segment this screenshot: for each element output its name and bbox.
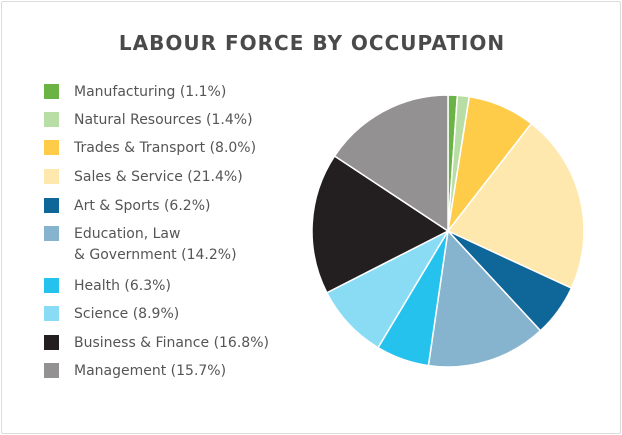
legend-swatch-business-finance — [44, 335, 59, 350]
legend-swatch-management — [44, 363, 59, 378]
legend-item-management: Management (15.7%) — [44, 361, 226, 382]
legend-item-natural-resources: Natural Resources (1.4%) — [44, 110, 253, 131]
legend-label-health: Health (6.3%) — [74, 278, 171, 294]
pie-slices — [311, 94, 585, 368]
legend-swatch-trades-transport — [44, 140, 59, 155]
legend-swatch-health — [44, 278, 59, 293]
pie-slice-sales-service — [447, 122, 585, 289]
legend-label-business-finance: Business & Finance (16.8%) — [74, 335, 269, 351]
legend-item-education-law-government: Education, Law & Government (14.2%) — [44, 224, 237, 266]
pie-slice-education-law-government — [427, 230, 542, 368]
chart-title: LABOUR FORCE BY OCCUPATION — [118, 31, 506, 55]
legend-label-management: Management (15.7%) — [74, 363, 227, 379]
legend-label-education-law-government: Education, Law & Government (14.2%) — [74, 226, 237, 263]
legend-swatch-manufacturing — [44, 84, 59, 99]
legend-swatch-education-law-government — [44, 226, 59, 241]
legend-swatch-science — [44, 306, 59, 321]
legend-label-science: Science (8.9%) — [74, 306, 180, 322]
legend-item-science: Science (8.9%) — [44, 304, 179, 325]
pie-chart — [311, 94, 585, 368]
pie-slice-management — [333, 94, 449, 232]
legend-item-business-finance: Business & Finance (16.8%) — [44, 333, 269, 354]
legend-label-art-sports: Art & Sports (6.2%) — [74, 198, 211, 214]
legend-swatch-sales-service — [44, 169, 59, 184]
legend-label-natural-resources: Natural Resources (1.4%) — [74, 112, 253, 128]
legend-swatch-natural-resources — [44, 112, 59, 127]
legend-item-sales-service: Sales & Service (21.4%) — [44, 167, 243, 188]
pie-slice-business-finance — [311, 155, 449, 294]
legend-swatch-art-sports — [44, 198, 59, 213]
legend-item-trades-transport: Trades & Transport (8.0%) — [44, 138, 256, 159]
legend-label-sales-service: Sales & Service (21.4%) — [74, 169, 243, 185]
legend-item-health: Health (6.3%) — [44, 276, 171, 297]
legend-item-manufacturing: Manufacturing (1.1%) — [44, 82, 226, 103]
legend-item-art-sports: Art & Sports (6.2%) — [44, 196, 210, 217]
legend-label-manufacturing: Manufacturing (1.1%) — [74, 84, 227, 100]
legend-label-trades-transport: Trades & Transport (8.0%) — [74, 140, 257, 156]
